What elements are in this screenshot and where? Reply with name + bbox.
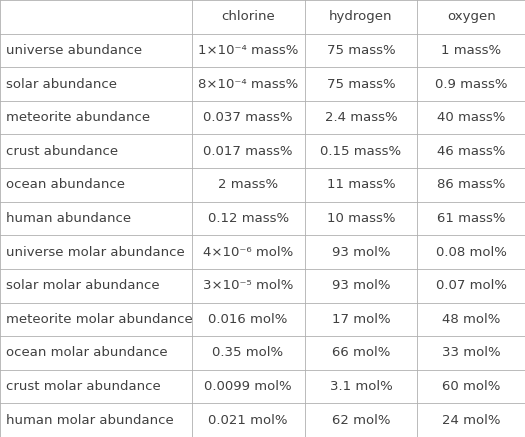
Text: crust molar abundance: crust molar abundance xyxy=(6,380,161,393)
Text: meteorite molar abundance: meteorite molar abundance xyxy=(6,313,193,326)
Text: 1×10⁻⁴ mass%: 1×10⁻⁴ mass% xyxy=(198,44,298,57)
Text: 11 mass%: 11 mass% xyxy=(327,178,395,191)
Text: oxygen: oxygen xyxy=(447,10,496,23)
Text: 66 mol%: 66 mol% xyxy=(332,347,390,360)
Text: 0.12 mass%: 0.12 mass% xyxy=(207,212,289,225)
Text: crust abundance: crust abundance xyxy=(6,145,119,158)
Text: 0.0099 mol%: 0.0099 mol% xyxy=(204,380,292,393)
Text: 17 mol%: 17 mol% xyxy=(332,313,390,326)
Text: 2 mass%: 2 mass% xyxy=(218,178,278,191)
Text: solar abundance: solar abundance xyxy=(6,77,117,90)
Text: 0.016 mol%: 0.016 mol% xyxy=(208,313,288,326)
Text: 8×10⁻⁴ mass%: 8×10⁻⁴ mass% xyxy=(198,77,298,90)
Text: universe abundance: universe abundance xyxy=(6,44,142,57)
Text: solar molar abundance: solar molar abundance xyxy=(6,279,160,292)
Text: 0.017 mass%: 0.017 mass% xyxy=(203,145,293,158)
Text: chlorine: chlorine xyxy=(221,10,275,23)
Text: 60 mol%: 60 mol% xyxy=(442,380,500,393)
Text: 4×10⁻⁶ mol%: 4×10⁻⁶ mol% xyxy=(203,246,293,259)
Text: 24 mol%: 24 mol% xyxy=(442,414,500,427)
Text: 75 mass%: 75 mass% xyxy=(327,44,395,57)
Text: ocean molar abundance: ocean molar abundance xyxy=(6,347,168,360)
Text: ocean abundance: ocean abundance xyxy=(6,178,125,191)
Text: 61 mass%: 61 mass% xyxy=(437,212,506,225)
Text: human molar abundance: human molar abundance xyxy=(6,414,174,427)
Text: 40 mass%: 40 mass% xyxy=(437,111,506,124)
Text: 2.4 mass%: 2.4 mass% xyxy=(324,111,397,124)
Text: human abundance: human abundance xyxy=(6,212,131,225)
Text: 0.07 mol%: 0.07 mol% xyxy=(436,279,507,292)
Text: 0.9 mass%: 0.9 mass% xyxy=(435,77,508,90)
Text: 3×10⁻⁵ mol%: 3×10⁻⁵ mol% xyxy=(203,279,293,292)
Text: 62 mol%: 62 mol% xyxy=(332,414,390,427)
Text: 93 mol%: 93 mol% xyxy=(332,246,390,259)
Text: universe molar abundance: universe molar abundance xyxy=(6,246,185,259)
Text: 0.15 mass%: 0.15 mass% xyxy=(320,145,402,158)
Text: 0.35 mol%: 0.35 mol% xyxy=(213,347,284,360)
Text: 3.1 mol%: 3.1 mol% xyxy=(330,380,392,393)
Text: 0.08 mol%: 0.08 mol% xyxy=(436,246,507,259)
Text: 0.037 mass%: 0.037 mass% xyxy=(203,111,293,124)
Text: 33 mol%: 33 mol% xyxy=(442,347,500,360)
Text: hydrogen: hydrogen xyxy=(329,10,393,23)
Text: meteorite abundance: meteorite abundance xyxy=(6,111,151,124)
Text: 75 mass%: 75 mass% xyxy=(327,77,395,90)
Text: 48 mol%: 48 mol% xyxy=(442,313,500,326)
Text: 46 mass%: 46 mass% xyxy=(437,145,506,158)
Text: 10 mass%: 10 mass% xyxy=(327,212,395,225)
Text: 1 mass%: 1 mass% xyxy=(441,44,501,57)
Text: 0.021 mol%: 0.021 mol% xyxy=(208,414,288,427)
Text: 86 mass%: 86 mass% xyxy=(437,178,506,191)
Text: 93 mol%: 93 mol% xyxy=(332,279,390,292)
